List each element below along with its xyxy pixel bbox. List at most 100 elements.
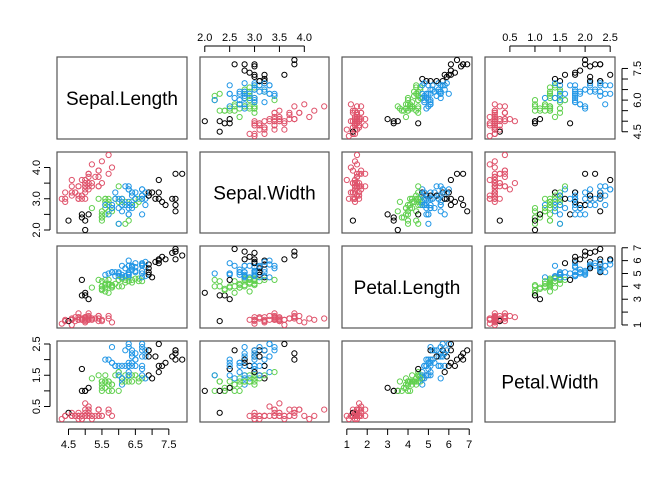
data-point: [241, 344, 248, 351]
data-point: [216, 409, 223, 416]
data-point: [125, 372, 132, 379]
data-point: [271, 113, 278, 121]
data-point: [261, 362, 268, 369]
data-point: [429, 347, 436, 354]
data-point: [105, 315, 112, 322]
data-point: [572, 253, 579, 260]
data-point: [597, 256, 604, 263]
data-point: [561, 97, 569, 104]
data-point: [460, 61, 467, 68]
data-point: [62, 318, 69, 325]
data-point: [95, 167, 102, 174]
data-point: [82, 195, 89, 202]
data-point: [226, 356, 233, 363]
data-point: [159, 198, 166, 205]
data-point: [95, 276, 102, 283]
data-point: [347, 189, 354, 196]
data-point: [460, 170, 467, 177]
data-point: [567, 270, 574, 277]
data-point: [169, 249, 176, 256]
data-point: [567, 211, 574, 218]
data-point: [256, 88, 263, 95]
data-point: [536, 296, 544, 303]
data-point: [95, 412, 102, 419]
data-point: [353, 111, 361, 119]
tick-label: 3.0: [247, 32, 262, 44]
data-point: [98, 387, 106, 394]
data-point: [551, 284, 559, 291]
data-point: [501, 310, 508, 317]
data-point: [587, 249, 594, 256]
data-point: [556, 192, 564, 199]
data-point: [413, 192, 420, 199]
data-point: [102, 356, 109, 363]
data-point: [311, 412, 318, 419]
variable-label: Petal.Length: [354, 278, 461, 299]
data-point: [236, 113, 243, 121]
panel-frame: [341, 245, 473, 329]
data-point: [592, 195, 599, 202]
data-point: [98, 384, 106, 391]
data-point: [602, 201, 609, 209]
data-point: [427, 189, 434, 196]
data-point: [172, 208, 179, 215]
data-point: [112, 189, 119, 196]
data-point: [155, 260, 162, 267]
data-point: [356, 412, 363, 419]
data-point: [546, 205, 554, 212]
data-point: [226, 105, 233, 112]
data-point: [501, 151, 508, 159]
data-point: [291, 252, 298, 259]
data-point: [82, 409, 89, 416]
data-point: [597, 82, 604, 89]
data-point: [451, 198, 458, 205]
data-point: [115, 270, 122, 277]
data-point: [169, 195, 176, 202]
data-point: [128, 264, 136, 271]
data-point: [597, 80, 604, 87]
data-point: [394, 208, 401, 215]
data-point: [394, 103, 401, 110]
data-point: [351, 409, 359, 416]
data-point: [172, 350, 179, 357]
data-point: [556, 109, 564, 116]
data-point: [427, 101, 434, 108]
data-point: [216, 318, 223, 325]
data-point: [447, 347, 454, 354]
data-point: [251, 320, 258, 327]
data-point: [439, 82, 446, 89]
data-point: [460, 201, 467, 209]
data-point: [400, 107, 407, 114]
data-point: [349, 180, 356, 187]
data-point: [437, 344, 444, 351]
data-point: [125, 201, 132, 209]
data-point: [85, 406, 92, 413]
data-point: [251, 362, 258, 369]
data-point: [415, 183, 422, 190]
data-point: [429, 82, 436, 89]
data-point: [491, 192, 498, 199]
data-point: [216, 118, 223, 125]
data-point: [582, 86, 589, 93]
data-point: [447, 71, 454, 78]
data-point: [75, 192, 82, 199]
data-point: [347, 412, 354, 419]
data-point: [125, 340, 132, 348]
data-point: [226, 276, 233, 283]
data-point: [135, 278, 142, 285]
data-point: [58, 415, 65, 423]
data-point: [541, 107, 549, 114]
data-point: [511, 118, 519, 125]
data-point: [105, 289, 112, 296]
data-point: [261, 258, 268, 265]
data-point: [358, 183, 365, 190]
data-point: [491, 170, 498, 177]
data-point: [241, 353, 248, 360]
data-point: [453, 170, 461, 177]
data-point: [351, 186, 359, 193]
tick-label: 0.5: [502, 32, 517, 44]
data-point: [419, 186, 426, 193]
data-point: [551, 201, 559, 209]
data-point: [572, 201, 579, 209]
data-point: [139, 372, 146, 379]
